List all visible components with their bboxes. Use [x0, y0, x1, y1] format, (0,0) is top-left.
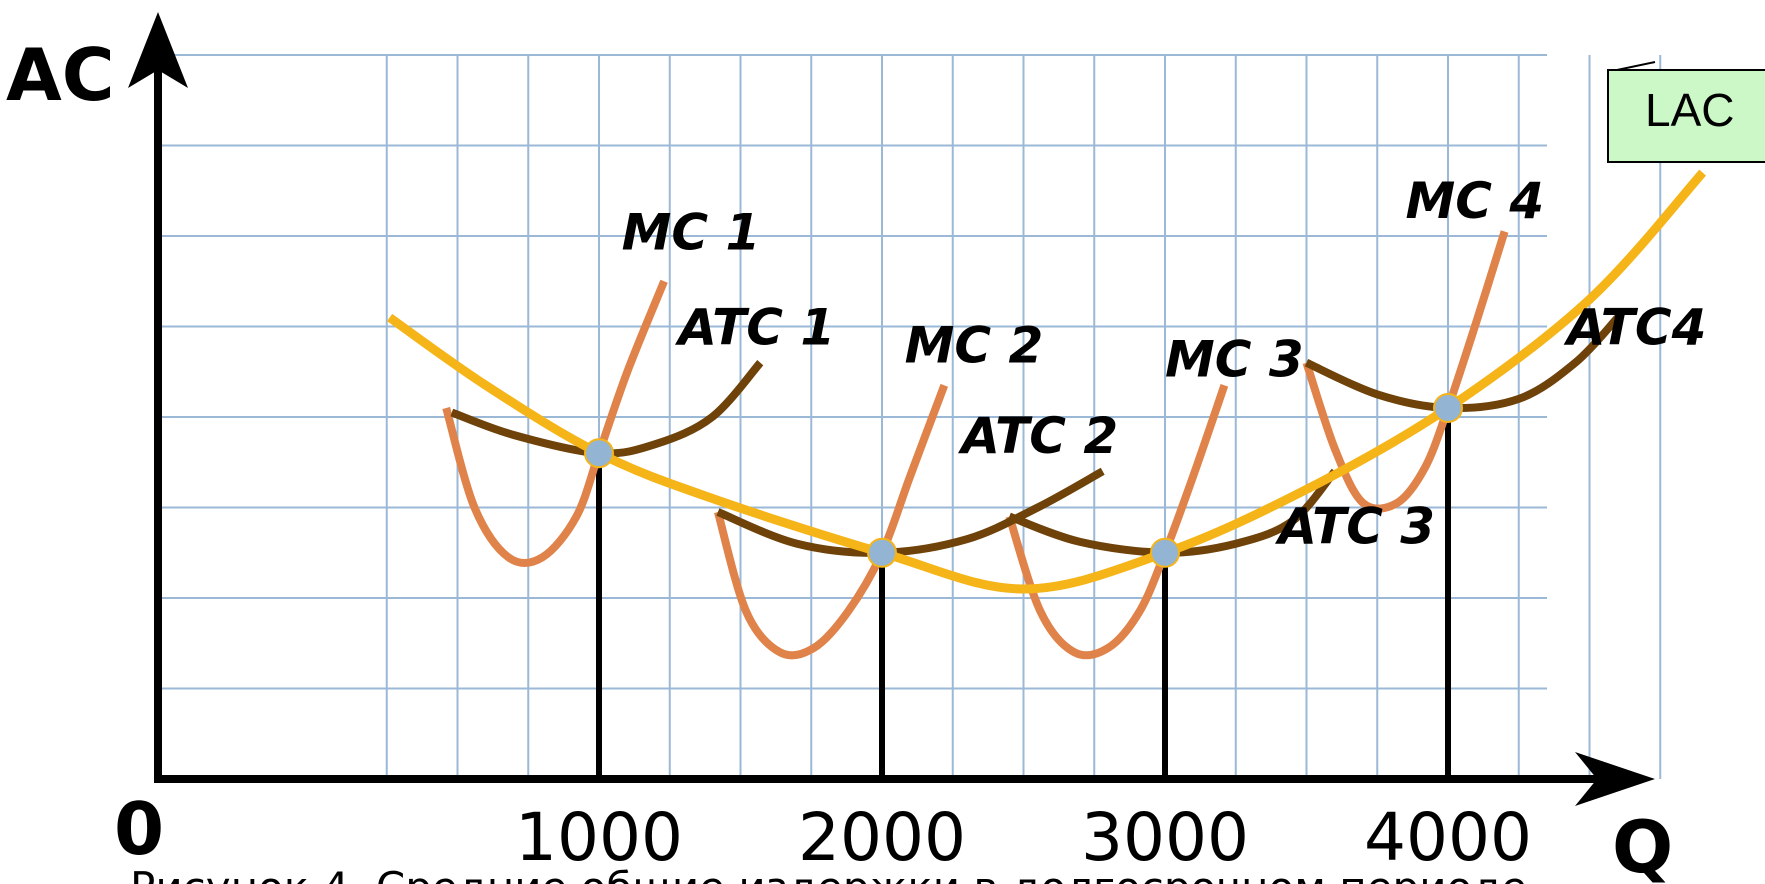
series-atc4-line — [1304, 314, 1621, 413]
legend-box — [1607, 69, 1765, 163]
curve-label: ATC 2 — [957, 407, 1118, 465]
series-mc1-line — [442, 279, 668, 567]
curve-label: MC 2 — [905, 317, 1044, 375]
x-tick-label: 1000 — [515, 799, 683, 876]
tangency-point — [584, 438, 614, 469]
series-atc2-line — [716, 467, 1105, 557]
drop-lines — [596, 407, 1451, 779]
series-mc4-line — [1302, 230, 1509, 513]
origin-label: 0 — [114, 787, 164, 871]
legend-label: LAC — [1645, 84, 1734, 136]
legend-pointer — [1616, 61, 1656, 71]
x-tick-labels: 1000 2000 3000 4000 — [515, 799, 1532, 876]
curve-label: ATC4 — [1563, 299, 1707, 357]
legend: LAC — [1607, 61, 1765, 163]
x-axis-label: Q — [1612, 805, 1673, 884]
x-axis-arrow — [1575, 752, 1655, 806]
curve-label: MC 4 — [1406, 172, 1545, 230]
x-tick-label: 2000 — [798, 799, 966, 876]
tangency-points — [584, 392, 1463, 568]
y-axis-label: AC — [6, 33, 115, 117]
caption: Рисунок 4. Средние общие издержки в долг… — [130, 863, 1527, 884]
grid — [158, 54, 1662, 779]
tangency-point — [1150, 537, 1180, 568]
curve-label: MC 1 — [622, 204, 761, 262]
x-tick-label: 3000 — [1081, 799, 1249, 876]
curve-label: ATC 3 — [1274, 498, 1435, 556]
curve-labels: MC 1 ATC 1 MC 2 ATC 2 MC 3 ATC 3 MC 4 ATC4 — [622, 172, 1707, 556]
series-mc2-line — [714, 383, 949, 660]
tangency-point — [867, 537, 897, 568]
x-tick-label: 4000 — [1364, 799, 1532, 876]
series-atc1-line — [450, 360, 764, 458]
y-axis-arrow — [128, 12, 188, 88]
series-mc3-line — [1005, 383, 1229, 660]
series-atc3-line — [1007, 468, 1338, 557]
curve-label: MC 3 — [1165, 330, 1304, 388]
curve-label: ATC 1 — [674, 299, 835, 357]
axes: AC Q 0 — [6, 12, 1673, 884]
tangency-point — [1433, 392, 1463, 423]
